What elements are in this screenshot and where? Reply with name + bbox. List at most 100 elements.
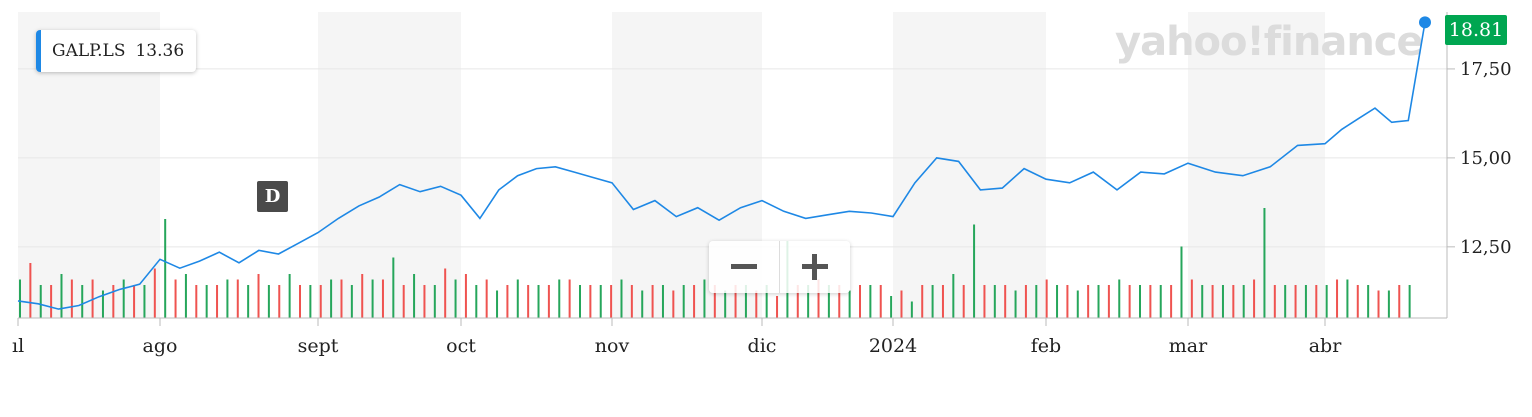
zoom-in-button[interactable]: [779, 241, 850, 293]
volume-bar-up: [101, 290, 104, 318]
y-tick-label: 12,50: [1460, 237, 1512, 258]
volume-bar-up: [226, 279, 229, 318]
ticker-legend[interactable]: GALP.LS 13.36: [36, 30, 197, 72]
volume-bar-up: [1139, 285, 1141, 318]
volume-bar-up: [827, 285, 830, 318]
volume-bar-up: [19, 279, 21, 318]
volume-bar-up: [1325, 285, 1328, 318]
volume-bar-down: [153, 268, 156, 318]
volume-bar-down: [319, 285, 322, 318]
volume-bar-up: [599, 285, 602, 318]
volume-bar-up: [1408, 285, 1411, 318]
volume-bar-down: [1066, 285, 1069, 318]
volume-bar-down: [651, 285, 654, 318]
volume-bar-up: [433, 285, 436, 318]
zoom-out-button[interactable]: [709, 241, 779, 293]
volume-bar-down: [962, 285, 965, 318]
volume-bar-down: [713, 285, 716, 318]
x-tick-label: oct: [446, 335, 476, 357]
volume-bar-down: [1045, 279, 1048, 318]
yahoo-finance-watermark: yahoo!finance: [1115, 19, 1423, 65]
volume-bar-up: [620, 279, 623, 318]
volume-bar-up: [1387, 290, 1390, 318]
volume-bar-up: [869, 285, 872, 318]
volume-bar-down: [547, 285, 550, 318]
volume-bar-down: [464, 274, 467, 318]
volume-bar-down: [838, 285, 841, 318]
volume-bar-up: [1284, 285, 1287, 318]
volume-bar-down: [755, 290, 758, 318]
volume-bar-up: [309, 285, 312, 318]
volume-bar-down: [423, 285, 426, 318]
x-tick-label: dic: [748, 335, 777, 357]
volume-bar-up: [765, 285, 768, 318]
x-axis-ticks: ıl ago sept oct nov dic 2024 feb mar abr: [12, 318, 1342, 357]
volume-bar-down: [1315, 285, 1318, 318]
volume-bar-up: [973, 224, 976, 318]
ticker-symbol: GALP.LS: [52, 41, 126, 61]
axes: [18, 12, 1448, 319]
volume-bar-up: [516, 279, 519, 318]
volume-bar-down: [1107, 285, 1110, 318]
volume-bar-up: [39, 285, 42, 318]
volume-bar-down: [133, 285, 136, 318]
volume-bar-up: [1159, 285, 1162, 318]
volume-bar-up: [164, 219, 167, 318]
volume-bar-down: [1294, 285, 1297, 318]
volume-bar-up: [952, 274, 955, 318]
volume-bar-up: [454, 279, 457, 318]
volume-bar-up: [60, 274, 63, 318]
volume-bar-up: [330, 279, 333, 318]
volume-bar-up: [122, 279, 125, 318]
volume-bar-down: [568, 279, 571, 318]
volume-bar-down: [1004, 285, 1007, 318]
volume-bar-down: [299, 285, 301, 318]
plus-icon: [802, 254, 828, 280]
volume-bar-up: [931, 285, 934, 318]
volume-bar-up: [724, 290, 727, 318]
volume-bar-down: [1398, 285, 1401, 318]
volume-bar-up: [807, 285, 810, 318]
month-band: [318, 12, 461, 318]
volume-bar-down: [257, 274, 260, 318]
volume-bar-down: [589, 285, 592, 318]
volume-bar-up: [1242, 285, 1245, 318]
volume-bar-up: [558, 279, 561, 318]
volume-bar-up: [848, 290, 851, 318]
dividend-marker[interactable]: D: [257, 181, 288, 212]
volume-bar-down: [50, 285, 53, 318]
volume-bar-down: [29, 263, 32, 318]
price-series-line: [17, 22, 1426, 310]
volume-bar-down: [1024, 285, 1027, 318]
x-tick-label: ago: [143, 335, 178, 357]
volume-bar-up: [1118, 279, 1121, 318]
volume-bar-up: [143, 285, 146, 318]
volume-bar-up: [247, 285, 250, 318]
last-price-dot: [1419, 16, 1431, 29]
y-tick-label: 15,00: [1460, 148, 1512, 169]
volume-bar-down: [776, 296, 779, 318]
volume-bar-up: [661, 285, 664, 318]
volume-bar-up: [205, 285, 208, 318]
volume-bar-up: [1035, 285, 1038, 318]
volume-bar-down: [340, 279, 343, 318]
volume-bar-up: [371, 279, 374, 318]
volume-bar-down: [1336, 279, 1339, 318]
volume-bar-up: [1346, 279, 1349, 318]
volume-bar-down: [817, 279, 820, 318]
minus-icon: [731, 264, 757, 269]
volume-bar-down: [1190, 279, 1193, 318]
volume-bar-down: [70, 279, 73, 318]
volume-bar-up: [350, 285, 353, 318]
volume-bar-down: [734, 285, 737, 318]
volume-bar-up: [288, 274, 291, 318]
volume-bar-up: [392, 257, 395, 318]
volume-bar-down: [630, 285, 633, 318]
series-color-indicator: [36, 30, 41, 72]
volume-bar-up: [1201, 285, 1204, 318]
volume-bar-down: [195, 285, 198, 318]
month-bands: [18, 12, 1325, 318]
volume-bar-down: [1253, 279, 1256, 318]
x-tick-label: nov: [595, 335, 630, 357]
